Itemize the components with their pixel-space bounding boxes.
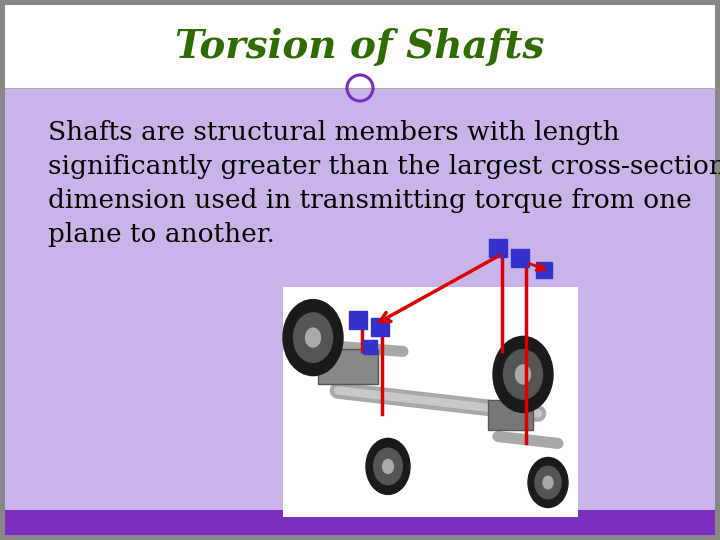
Bar: [5, 510, 715, 535]
Bar: [511, 249, 529, 267]
Bar: [318, 349, 378, 383]
Text: Torsion of Shafts: Torsion of Shafts: [175, 28, 545, 65]
Ellipse shape: [516, 365, 531, 384]
Bar: [488, 400, 533, 430]
Ellipse shape: [305, 328, 320, 347]
Bar: [363, 340, 377, 354]
Bar: [5, 88, 715, 510]
Ellipse shape: [283, 300, 343, 376]
Bar: [371, 318, 389, 336]
Ellipse shape: [374, 448, 402, 484]
Bar: [5, 5, 715, 88]
Ellipse shape: [535, 466, 561, 499]
Ellipse shape: [543, 476, 553, 489]
Ellipse shape: [294, 313, 333, 362]
Ellipse shape: [493, 336, 553, 413]
Ellipse shape: [528, 457, 568, 508]
Text: Shafts are structural members with length
significantly greater than the largest: Shafts are structural members with lengt…: [48, 120, 720, 247]
Ellipse shape: [503, 350, 542, 399]
Ellipse shape: [366, 438, 410, 495]
Bar: [349, 311, 367, 329]
Bar: [489, 239, 507, 257]
Bar: [536, 262, 552, 278]
Bar: [283, 287, 578, 517]
Ellipse shape: [382, 460, 394, 474]
